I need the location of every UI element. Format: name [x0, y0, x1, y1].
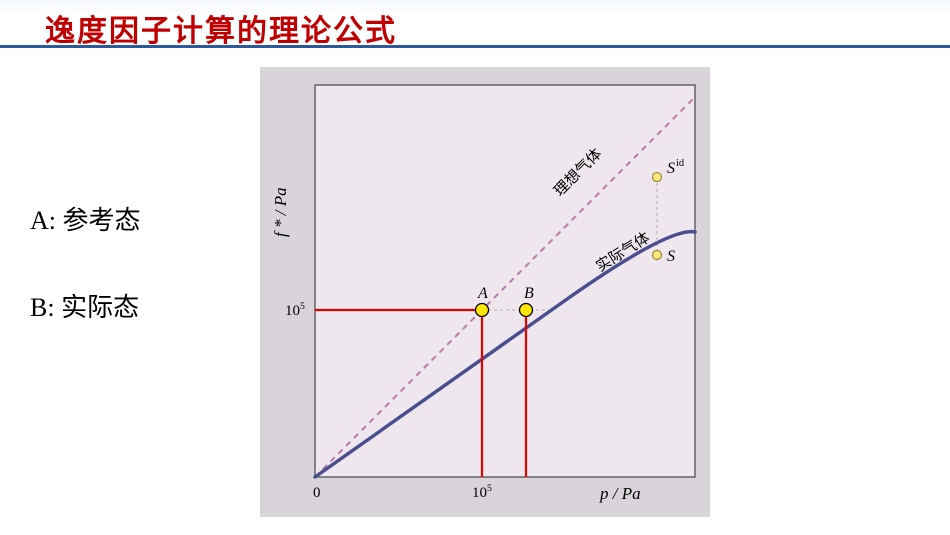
svg-text:B: B: [524, 285, 534, 302]
chart-svg: ABSSid理想气体实际气体f * / Pap / Pa0105105: [260, 67, 710, 517]
svg-text:S: S: [667, 248, 675, 265]
legend-b: B: 实际态: [30, 287, 141, 324]
legend: A: 参考态 B: 实际态: [30, 200, 141, 374]
svg-text:p / Pa: p / Pa: [599, 484, 641, 503]
svg-text:A: A: [477, 285, 488, 302]
fugacity-chart: ABSSid理想气体实际气体f * / Pap / Pa0105105: [260, 67, 710, 517]
svg-text:0: 0: [313, 485, 321, 501]
header-bar: 逸度因子计算的理论公式: [0, 0, 950, 48]
page-title: 逸度因子计算的理论公式: [45, 6, 397, 50]
legend-a: A: 参考态: [30, 200, 141, 237]
svg-text:f * / Pa: f * / Pa: [271, 187, 290, 237]
